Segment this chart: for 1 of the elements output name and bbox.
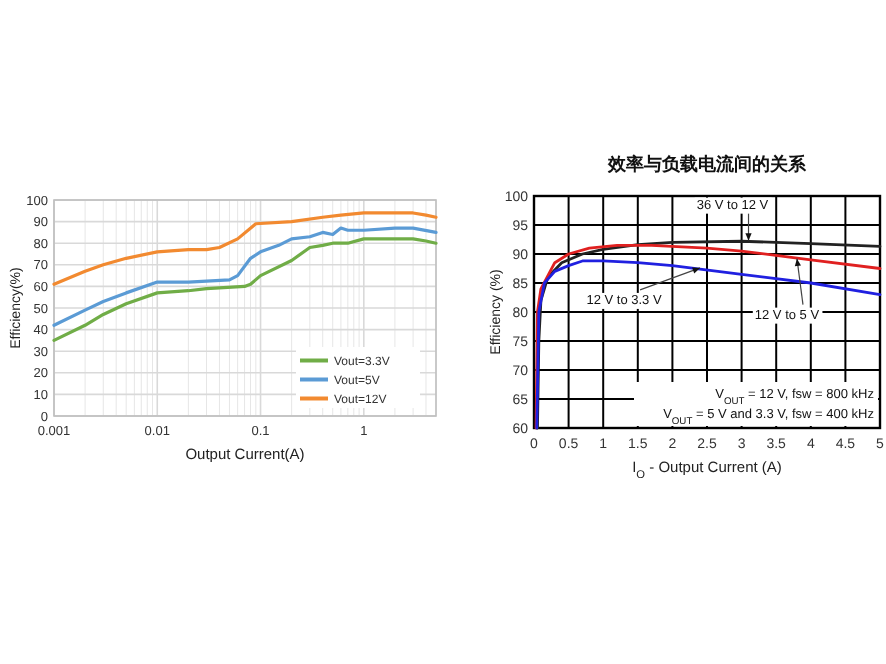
chart-title: 效率与负载电流间的关系 <box>606 154 808 174</box>
